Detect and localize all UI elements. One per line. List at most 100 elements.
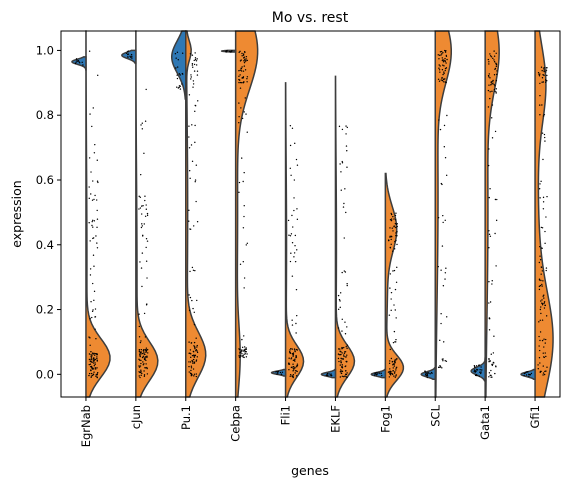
- data-point: [439, 71, 441, 73]
- data-point: [292, 367, 294, 370]
- data-point: [242, 54, 245, 56]
- data-point: [243, 287, 245, 289]
- x-tick-label: Fog1: [378, 405, 392, 433]
- data-point: [444, 157, 447, 159]
- data-point: [142, 361, 144, 363]
- data-point: [488, 358, 490, 360]
- data-point: [296, 249, 298, 251]
- data-point: [443, 146, 446, 148]
- data-point: [440, 322, 442, 325]
- data-point: [345, 373, 348, 376]
- data-point: [326, 372, 329, 375]
- data-point: [544, 81, 547, 83]
- data-point: [176, 77, 179, 80]
- data-point: [430, 371, 433, 374]
- data-point: [339, 353, 342, 356]
- data-point: [226, 51, 228, 53]
- data-point: [341, 346, 343, 349]
- data-point: [243, 61, 246, 64]
- x-axis: EgrNab cJun Pu.1 Cebpa Fli1 EKLF Fog1 SCL Gata1 G…: [79, 397, 542, 447]
- data-point: [493, 50, 495, 52]
- data-point: [438, 69, 441, 71]
- data-point: [488, 281, 490, 283]
- data-point: [488, 230, 490, 232]
- data-point: [439, 65, 441, 67]
- data-point: [545, 216, 547, 218]
- y-tick-label: 0.4: [36, 238, 54, 252]
- data-point: [488, 376, 490, 378]
- data-point: [143, 152, 145, 155]
- violin-half-mo: [320, 368, 337, 379]
- data-point: [145, 204, 147, 206]
- data-point: [240, 350, 243, 352]
- data-point: [443, 72, 445, 75]
- data-point: [492, 363, 494, 366]
- data-point: [238, 70, 240, 72]
- data-point: [190, 353, 192, 355]
- data-point: [190, 342, 193, 344]
- data-point: [545, 269, 547, 272]
- data-point: [88, 363, 90, 366]
- data-point: [239, 263, 242, 265]
- data-point: [192, 269, 195, 271]
- violin-half-rest: [185, 30, 207, 398]
- data-point: [487, 89, 490, 92]
- data-point: [296, 364, 298, 367]
- data-point: [473, 365, 476, 367]
- data-point: [140, 353, 142, 355]
- data-point: [540, 306, 542, 308]
- data-point: [344, 365, 346, 368]
- data-point: [145, 246, 147, 249]
- data-point: [192, 80, 195, 82]
- data-point: [388, 376, 391, 378]
- data-point: [330, 373, 332, 375]
- data-point: [291, 242, 294, 244]
- data-point: [94, 358, 97, 361]
- data-point: [389, 348, 391, 351]
- data-point: [439, 51, 442, 53]
- data-point: [441, 367, 443, 369]
- data-point: [95, 338, 97, 340]
- data-point: [145, 351, 147, 354]
- data-point: [243, 60, 245, 62]
- data-point: [139, 355, 141, 358]
- data-point: [387, 371, 390, 373]
- data-point: [192, 362, 194, 364]
- data-point: [140, 340, 142, 342]
- data-point: [394, 240, 396, 243]
- data-point: [392, 367, 394, 369]
- data-point: [341, 370, 344, 373]
- data-point: [138, 195, 140, 198]
- data-point: [345, 361, 348, 363]
- data-point: [242, 356, 244, 358]
- data-point: [295, 369, 297, 372]
- data-point: [239, 87, 242, 89]
- data-point: [391, 361, 393, 363]
- data-point: [492, 352, 495, 354]
- data-point: [340, 372, 343, 374]
- data-point: [495, 92, 497, 94]
- data-point: [179, 74, 181, 76]
- data-point: [327, 375, 329, 377]
- data-point: [176, 74, 178, 76]
- data-point: [481, 369, 483, 371]
- violin-half-rest: [135, 30, 159, 398]
- data-point: [289, 349, 291, 351]
- data-point: [289, 125, 292, 127]
- data-point: [90, 193, 92, 195]
- data-point: [195, 164, 198, 166]
- data-point: [491, 90, 493, 93]
- data-point: [146, 303, 148, 305]
- data-point: [294, 350, 296, 353]
- data-point: [395, 317, 397, 319]
- data-point: [240, 67, 242, 70]
- data-point: [191, 359, 193, 362]
- data-point: [94, 363, 96, 366]
- data-point: [443, 81, 445, 83]
- data-point: [189, 296, 192, 299]
- data-point: [96, 218, 99, 220]
- data-point: [141, 285, 143, 288]
- data-point: [178, 73, 181, 75]
- data-point: [381, 374, 383, 377]
- data-point: [539, 284, 542, 287]
